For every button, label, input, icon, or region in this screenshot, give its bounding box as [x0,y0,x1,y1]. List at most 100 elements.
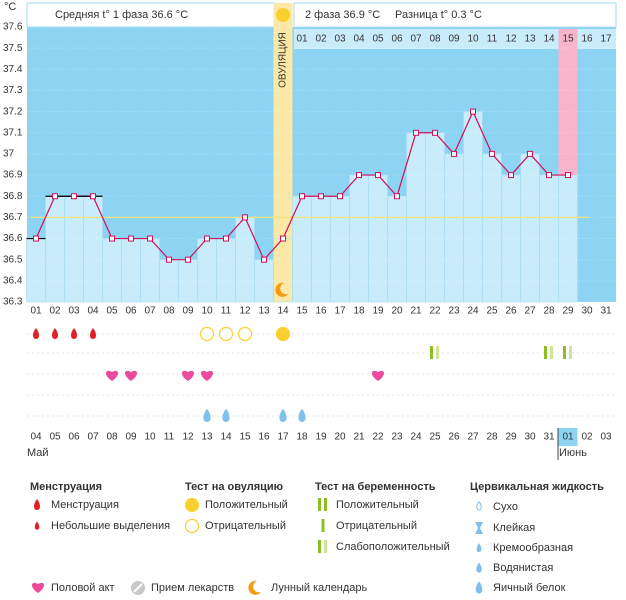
menstruation-icon [33,328,39,339]
y-tick-label: 36.4 [3,275,23,286]
date-label: 02 [581,432,593,443]
date-label: 13 [201,432,213,443]
pregnancy-test-icon [550,346,553,359]
y-tick-label: 37.3 [3,85,23,96]
phase2-day: 05 [372,34,384,45]
egg-white-icon [222,408,230,422]
x-tick-label: 31 [600,306,612,317]
diff-text: Разница t° 0.3 °C [395,9,482,21]
date-label: 05 [49,432,61,443]
temperature-point [147,235,153,242]
date-label: 07 [87,432,99,443]
temperature-point [527,150,533,157]
x-tick-label: 06 [125,306,137,317]
date-label: 28 [486,432,498,443]
y-tick-label: 36.3 [3,297,23,308]
intercourse-icon [200,370,214,381]
y-tick-label: 36.9 [3,170,23,181]
temperature-bar [311,195,331,303]
pregnancy-test-icon [563,346,566,359]
legend-item: Менструация [51,499,119,511]
legend-item: Небольшие выделения [51,520,170,532]
phase2-day: 17 [600,34,612,45]
legend-item: Клейкая [493,522,535,534]
temperature-bar [387,195,407,303]
date-label: 29 [505,432,517,443]
legend-icon [318,498,321,511]
legend-title: Менструация [30,481,102,493]
x-tick-label: 24 [467,306,479,317]
legend-icon [34,499,40,510]
temperature-bar [26,238,46,303]
temperature-point [33,235,39,242]
phase2-day: 02 [315,34,327,45]
legend-item: Половой акт [51,582,115,594]
temperature-bar [178,259,198,303]
date-label: 09 [125,432,137,443]
x-tick-label: 19 [372,306,384,317]
temperature-bar [121,238,141,303]
phase2-day: 08 [429,34,441,45]
phase2-day: 14 [543,34,555,45]
y-tick-label: 36.6 [3,233,23,244]
date-label: 16 [258,432,270,443]
temperature-point [546,172,552,179]
legend-icon [475,581,483,594]
temperature-point [71,193,77,200]
temperature-bar [520,153,540,303]
pregnancy-test-icon [430,346,433,359]
highlight-column [558,29,578,176]
legend-item: Отрицательный [205,520,286,532]
ovulation-test-icon [199,326,215,342]
legend-icon [475,522,483,534]
date-label: 04 [30,432,42,443]
date-label: 20 [334,432,346,443]
menstruation-icon [52,328,58,339]
legend-icon [248,580,261,595]
temperature-point [413,129,419,136]
date-label: 30 [524,432,536,443]
phase2-day: 01 [296,34,308,45]
phase2-day: 07 [410,34,422,45]
date-label: 12 [182,432,194,443]
pregnancy-test-icon [436,346,439,359]
temperature-point [242,214,248,221]
legend-title: Цервикальная жидкость [470,481,604,493]
x-tick-label: 20 [391,306,403,317]
y-tick-label: 37.1 [3,127,23,138]
date-label: 15 [239,432,251,443]
pregnancy-test-icon [569,346,572,359]
date-label: 10 [144,432,156,443]
temperature-point [508,172,514,179]
temperature-bar [216,238,236,303]
temperature-bar [197,238,217,303]
x-tick-label: 02 [49,306,61,317]
legend-icon [476,562,482,573]
phase2-day: 06 [391,34,403,45]
menstruation-icon [71,328,77,339]
phase2-day: 16 [581,34,593,45]
temperature-bar [463,111,483,303]
ovulation-test-icon [275,326,291,342]
legend-icon [324,498,327,511]
legend-title: Тест на овуляцию [185,481,283,493]
date-label: 18 [296,432,308,443]
date-label: 14 [220,432,232,443]
y-tick-label: 37 [3,149,15,160]
temperature-point [204,235,210,242]
temperature-bar [349,174,369,303]
menstruation-icon [90,328,96,339]
x-tick-label: 21 [410,306,422,317]
legend-icon [321,519,325,532]
date-label: 25 [429,432,441,443]
x-tick-label: 30 [581,306,593,317]
phase1-text: Средняя t° 1 фаза 36.6 °C [55,9,188,21]
temperature-point [185,256,191,263]
legend-item: Отрицательный [336,520,417,532]
temperature-bar [482,153,502,303]
phase2-day: 04 [353,34,365,45]
legend-icon [133,583,143,593]
x-tick-label: 10 [201,306,213,317]
x-tick-label: 15 [296,306,308,317]
